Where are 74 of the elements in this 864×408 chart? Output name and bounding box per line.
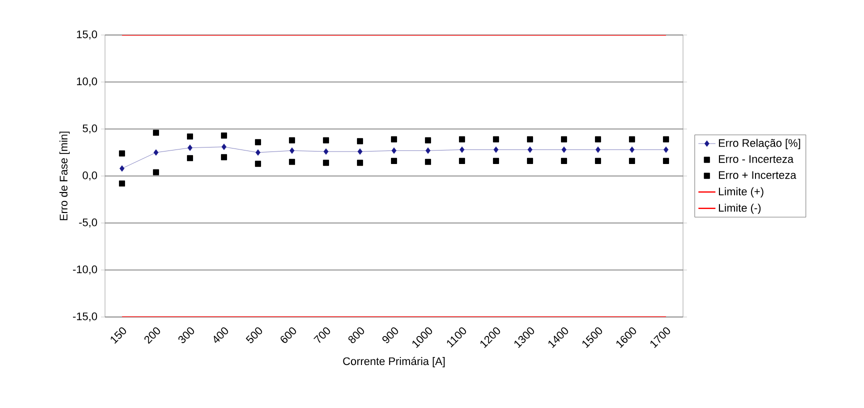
point (494, 146, 498, 153)
x-axis-title: Corrente Primária [A] (343, 356, 445, 368)
point (118, 150, 126, 156)
point (256, 149, 260, 156)
point (526, 136, 534, 142)
x-tick-label: 500 (246, 327, 262, 344)
point (562, 146, 566, 153)
point (390, 136, 398, 142)
point (630, 146, 634, 153)
x-tick-label: 300 (178, 327, 194, 344)
y-tick-label: 5,0 (82, 124, 98, 134)
point (594, 158, 602, 164)
legend-label: Limite (-) (718, 204, 761, 214)
point (628, 158, 636, 164)
point (596, 146, 600, 153)
point (492, 136, 500, 142)
point (290, 147, 294, 154)
legend-label: Erro Relação [%] (718, 138, 800, 150)
legend-label: Erro - Incerteza (718, 155, 794, 163)
point (526, 158, 534, 164)
point (152, 130, 160, 136)
point (322, 160, 330, 166)
y-tick-label: 15,0 (76, 30, 98, 40)
x-tick-label: 200 (144, 327, 160, 344)
point (324, 148, 328, 155)
point (220, 154, 228, 160)
point (560, 136, 568, 142)
point (594, 136, 602, 142)
point (188, 144, 192, 151)
legend-label: Limite (+) (718, 187, 764, 198)
point (458, 136, 466, 142)
point (152, 169, 160, 176)
y-tick-label: -5,0 (79, 218, 98, 228)
point (424, 158, 432, 165)
point (322, 137, 330, 144)
point (356, 160, 364, 166)
point (424, 137, 432, 144)
x-tick-label: 800 (348, 327, 364, 344)
point (664, 146, 668, 153)
point (118, 180, 126, 187)
point (528, 146, 532, 153)
x-tick-label: 600 (280, 327, 296, 343)
point (392, 147, 396, 154)
y-tick-label: -15,0 (73, 312, 98, 322)
point (662, 158, 670, 164)
point (254, 160, 262, 167)
point (628, 136, 636, 142)
point (186, 133, 194, 140)
x-tick-label: 400 (214, 327, 228, 343)
point (492, 158, 500, 164)
point (390, 158, 398, 164)
x-tick-label: 150 (110, 327, 126, 344)
point (662, 136, 670, 142)
y-tick-label: -10,0 (73, 265, 98, 275)
point (460, 146, 464, 153)
point (458, 158, 466, 164)
x-tick-label: 900 (382, 327, 398, 344)
y-tick-label: 10,0 (76, 77, 98, 87)
point (358, 148, 362, 155)
y-tick-label: 0,0 (82, 171, 98, 181)
legend-label: Erro + Incerteza (718, 171, 796, 179)
x-tick-label: 700 (314, 327, 330, 343)
point (560, 158, 568, 164)
y-axis-title: Erro de Fase [min] (59, 132, 70, 220)
point (426, 147, 430, 154)
point (356, 138, 364, 144)
point (288, 137, 296, 144)
point (220, 132, 228, 139)
point (186, 155, 194, 162)
point (222, 144, 226, 150)
point (154, 149, 158, 156)
point (254, 139, 262, 146)
point (120, 165, 124, 172)
point (288, 158, 296, 165)
